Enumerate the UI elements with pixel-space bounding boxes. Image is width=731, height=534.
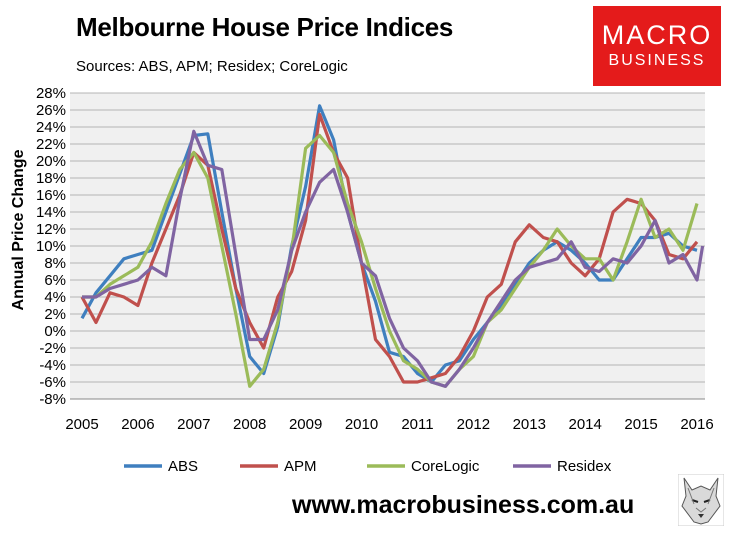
legend-label-residex: Residex <box>557 458 612 475</box>
series-line-abs <box>80 104 698 384</box>
y-tick-label: 0% <box>44 323 66 340</box>
x-tick-label: 2009 <box>289 416 322 433</box>
y-axis-ticks: -8%-6%-4%-2%0%2%4%6%8%10%12%14%16%18%20%… <box>36 85 66 408</box>
wolf-logo-icon <box>678 474 724 526</box>
y-tick-label: 12% <box>36 221 66 238</box>
y-tick-label: 6% <box>44 272 66 289</box>
x-tick-label: 2008 <box>233 416 266 433</box>
y-tick-label: 20% <box>36 153 66 170</box>
y-tick-label: 24% <box>36 119 66 136</box>
series-line-corelogic <box>82 133 699 388</box>
legend-label-corelogic: CoreLogic <box>411 458 480 475</box>
y-tick-label: -8% <box>39 391 66 408</box>
x-axis-ticks: 2005 2006 2007 2008 2009 2010 2011 2012 2013 2014… <box>65 416 713 433</box>
x-tick-label: 2016 <box>680 416 713 433</box>
legend: ABS APM CoreLogic Residex <box>124 458 612 475</box>
chart-subtitle: Sources: ABS, APM; Residex; CoreLogic <box>76 58 348 75</box>
gridlines <box>70 92 705 400</box>
website-url: www.macrobusiness.com.au <box>292 491 635 519</box>
y-tick-label: 8% <box>44 255 66 272</box>
y-tick-label: -4% <box>39 357 66 374</box>
x-tick-label: 2010 <box>345 416 378 433</box>
y-tick-label: 10% <box>36 238 66 255</box>
legend-label-apm: APM <box>284 458 317 475</box>
legend-label-abs: ABS <box>168 458 198 475</box>
series-lines <box>80 104 705 388</box>
x-tick-label: 2011 <box>401 416 433 433</box>
x-tick-label: 2006 <box>121 416 154 433</box>
chart-title: Melbourne House Price Indices <box>76 12 454 42</box>
y-tick-label: 14% <box>36 204 66 221</box>
x-tick-label: 2015 <box>624 416 657 433</box>
macrobusiness-logo: MACRO BUSINESS <box>593 6 721 86</box>
x-tick-label: 2014 <box>568 416 601 433</box>
y-tick-label: -6% <box>39 374 66 391</box>
y-tick-label: 18% <box>36 170 66 187</box>
y-tick-label: 22% <box>36 136 66 153</box>
y-tick-label: 2% <box>44 306 66 323</box>
y-tick-label: 4% <box>44 289 66 306</box>
x-tick-label: 2013 <box>513 416 546 433</box>
logo-line-1: MACRO <box>601 20 713 50</box>
x-tick-label: 2012 <box>457 416 490 433</box>
series-line-residex <box>82 129 705 388</box>
x-tick-label: 2005 <box>65 416 98 433</box>
logo-line-2: BUSINESS <box>608 52 706 69</box>
y-tick-label: 16% <box>36 187 66 204</box>
x-tick-label: 2007 <box>177 416 210 433</box>
y-tick-label: 28% <box>36 85 66 102</box>
y-axis-label: Annual Price Change <box>10 149 27 310</box>
y-tick-label: -2% <box>39 340 66 357</box>
y-tick-label: 26% <box>36 102 66 119</box>
